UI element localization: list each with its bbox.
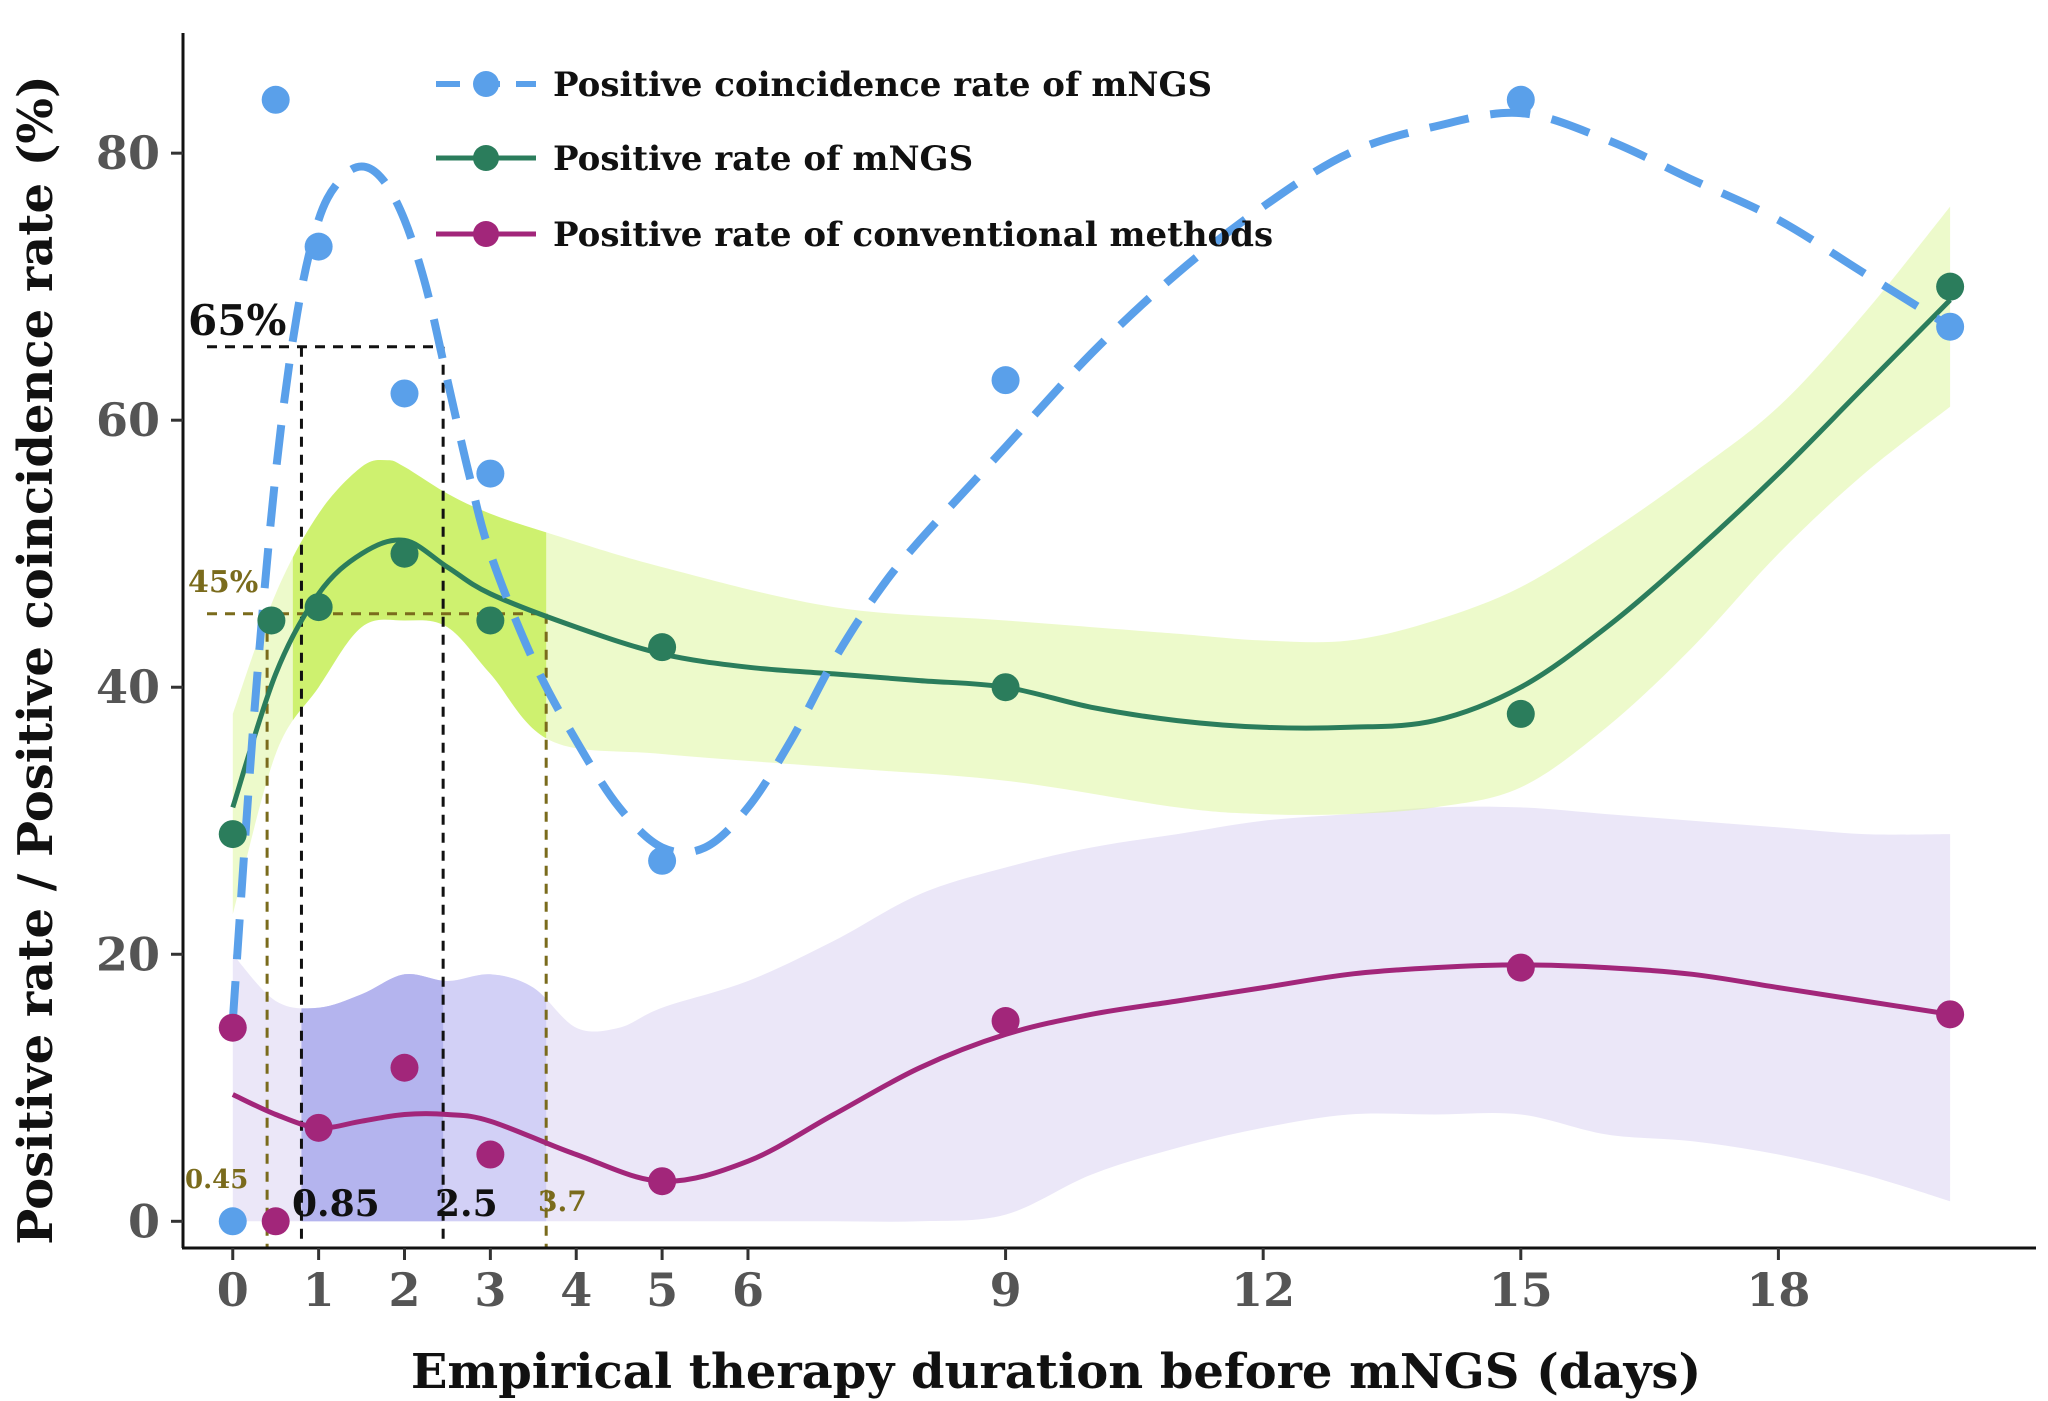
reference-box-65: [207, 345, 445, 1248]
x-tick-label: 3: [474, 1263, 506, 1317]
annotation-label: 45%: [188, 565, 258, 600]
mngs-point: [648, 633, 677, 662]
x-tick-label: 9: [990, 1263, 1022, 1317]
conventional-point: [1936, 1000, 1965, 1029]
coincidence-point: [390, 379, 419, 408]
x-tick-label: 15: [1489, 1263, 1553, 1317]
x-axis-title: Empirical therapy duration before mNGS (…: [411, 1344, 1701, 1400]
conventional-point: [991, 1007, 1020, 1036]
annotation-label: 2.5: [435, 1183, 498, 1225]
x-tick-label: 12: [1231, 1263, 1295, 1317]
y-tick-label: 40: [96, 660, 160, 714]
legend-swatch-point: [473, 221, 499, 247]
x-tick-label: 18: [1746, 1263, 1810, 1317]
coincidence-fit-line: [228, 108, 1953, 1022]
conventional-point: [261, 1207, 290, 1236]
mngs-point: [257, 606, 286, 635]
x-tick-label: 6: [732, 1263, 764, 1317]
conventional-point: [476, 1140, 505, 1169]
legend: Positive coincidence rate of mNGS Positiv…: [436, 65, 1273, 255]
annotation-label: 0.85: [292, 1183, 380, 1225]
mngs-ci-band: [232, 206, 1951, 915]
mngs-point: [304, 593, 333, 622]
annotation-label: 3.7: [538, 1185, 587, 1218]
mngs-point: [1936, 272, 1965, 301]
legend-item-conventional: Positive rate of conventional methods: [436, 215, 1273, 255]
y-ticks: 0 20 40 60 80: [96, 126, 183, 1248]
y-axis-title: Positive rate / Positive coincidence rat…: [8, 75, 64, 1244]
x-tick-label: 5: [646, 1263, 678, 1317]
x-tick-label: 1: [303, 1263, 335, 1317]
coincidence-point: [648, 846, 677, 875]
legend-label: Positive rate of mNGS: [553, 139, 973, 179]
mngs-point: [991, 673, 1020, 702]
annotations: 65% 45% 0.45 0.85 2.5 3.7: [185, 296, 587, 1225]
conventional-points: [218, 953, 1965, 1236]
mngs-points: [218, 272, 1965, 849]
coincidence-point: [476, 459, 505, 488]
conventional-point: [304, 1113, 333, 1142]
mngs-point: [1506, 699, 1535, 728]
conventional-point: [218, 1013, 247, 1042]
annotation-label: 0.45: [185, 1165, 248, 1195]
conventional-point: [1506, 953, 1535, 982]
x-ticks: 0 1 2 3 4 5 6 9 12 15 18: [217, 1248, 1810, 1317]
coincidence-point: [1936, 312, 1965, 341]
y-tick-label: 80: [96, 126, 160, 180]
legend-item-coincidence: Positive coincidence rate of mNGS: [436, 65, 1212, 105]
annotation-label: 65%: [188, 296, 286, 345]
conventional-point: [648, 1167, 677, 1196]
coincidence-point: [261, 85, 290, 114]
coincidence-point: [1506, 85, 1535, 114]
coincidence-point: [304, 232, 333, 261]
legend-item-mngs: Positive rate of mNGS: [436, 139, 973, 179]
legend-swatch-point: [473, 145, 499, 171]
legend-label: Positive rate of conventional methods: [553, 215, 1273, 255]
legend-label: Positive coincidence rate of mNGS: [553, 65, 1212, 105]
conventional-point: [390, 1053, 419, 1082]
x-tick-label: 0: [217, 1263, 249, 1317]
mngs-point: [476, 606, 505, 635]
coincidence-point: [991, 366, 1020, 395]
x-tick-label: 4: [560, 1263, 592, 1317]
mngs-point: [218, 820, 247, 849]
mngs-point: [390, 539, 419, 568]
coincidence-points: [218, 85, 1965, 1236]
y-tick-label: 0: [128, 1194, 160, 1248]
conventional-ci-band-focus: [301, 973, 444, 1222]
x-tick-label: 2: [388, 1263, 420, 1317]
legend-swatch-point: [473, 71, 499, 97]
y-tick-label: 20: [96, 927, 160, 981]
coincidence-point: [218, 1207, 247, 1236]
y-tick-label: 60: [96, 393, 160, 447]
